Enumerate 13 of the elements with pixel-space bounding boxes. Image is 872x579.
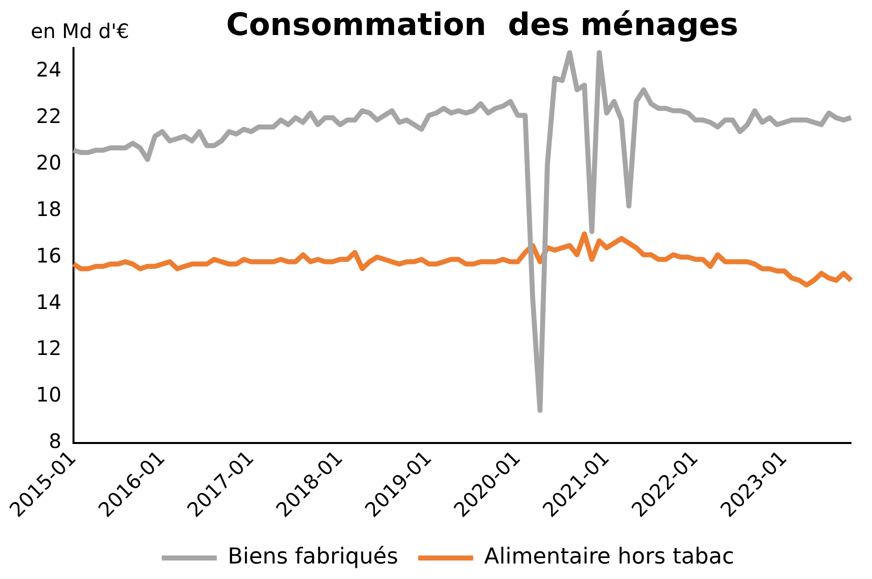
y-axis-title: en Md d'€: [30, 19, 130, 44]
y-tick-label: 18: [36, 196, 62, 221]
y-tick-label: 8: [48, 429, 62, 454]
y-tick-label: 16: [36, 243, 62, 268]
y-tick-label: 14: [36, 290, 62, 314]
y-tick-label: 24: [36, 57, 62, 82]
y-tick-label: 22: [36, 104, 62, 128]
legend-label: Alimentaire hors tabac: [484, 544, 734, 570]
y-tick-label: 10: [36, 382, 62, 407]
chart-title: Consommation des ménages: [226, 7, 738, 44]
y-tick-label: 20: [36, 150, 62, 174]
legend-label: Biens fabriqués: [228, 544, 398, 570]
y-tick-label: 12: [36, 336, 62, 360]
